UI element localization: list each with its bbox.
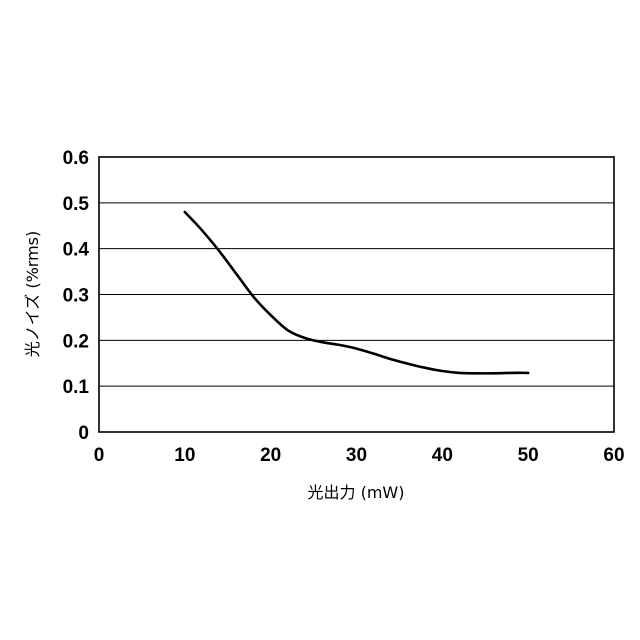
x-tick-label: 0 bbox=[94, 445, 105, 466]
y-tick-labels: 0 0.1 0.2 0.3 0.4 0.5 0.6 bbox=[63, 148, 90, 444]
y-tick-label: 0.2 bbox=[63, 331, 89, 352]
x-tick-label: 20 bbox=[260, 445, 281, 466]
x-tick-label: 50 bbox=[518, 445, 539, 466]
y-tick-label: 0.6 bbox=[63, 148, 89, 169]
y-tick-label: 0.3 bbox=[63, 286, 89, 307]
x-tick-label: 40 bbox=[432, 445, 453, 466]
grid-lines bbox=[99, 203, 614, 386]
y-tick-label: 0 bbox=[78, 423, 89, 444]
x-tick-label: 30 bbox=[346, 445, 367, 466]
y-tick-label: 0.5 bbox=[63, 194, 90, 215]
x-tick-label: 60 bbox=[603, 445, 624, 466]
x-tick-labels: 0 10 20 30 40 50 60 bbox=[94, 445, 625, 466]
y-tick-label: 0.1 bbox=[63, 377, 90, 398]
series-line bbox=[185, 212, 528, 373]
y-tick-label: 0.4 bbox=[63, 240, 90, 261]
y-axis-title: 光ノイズ (%rms) bbox=[23, 231, 42, 358]
x-tick-label: 10 bbox=[174, 445, 195, 466]
x-axis-title: 光出力 (mW) bbox=[308, 483, 405, 502]
